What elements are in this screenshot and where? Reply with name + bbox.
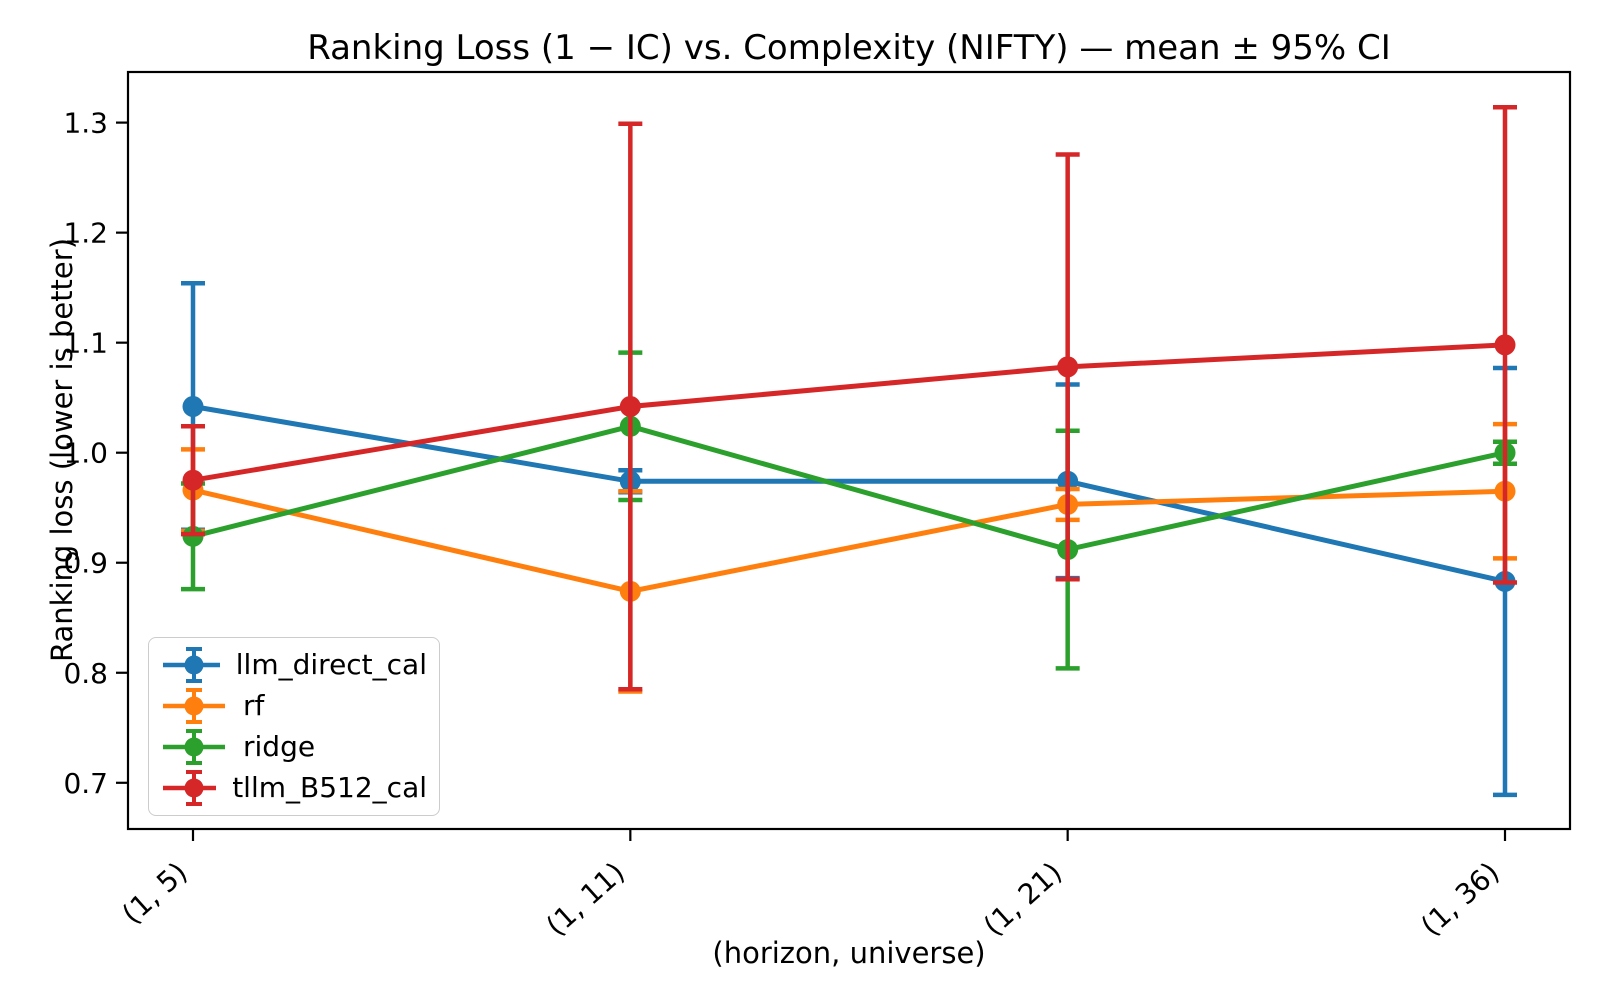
series-tllm_B512_cal <box>181 104 1517 692</box>
legend-label: rf <box>243 688 265 722</box>
legend-item-llm_direct_cal: llm_direct_cal <box>161 645 427 685</box>
y-axis-label: Ranking loss (lower is better) <box>45 237 79 663</box>
y-tick-label: 1.2 <box>63 217 108 250</box>
plot-frame <box>126 70 1572 831</box>
legend-errorbar-glyph <box>163 646 220 683</box>
x-tick-label: (1, 11) <box>540 856 631 943</box>
data-point <box>1494 334 1516 356</box>
data-point <box>182 395 204 417</box>
series-line <box>192 342 1506 483</box>
y-tick-label: 0.7 <box>63 767 108 800</box>
data-point <box>182 469 204 491</box>
legend-label: tllm_B512_cal <box>232 771 427 805</box>
legend-item-rf: rf <box>161 686 427 726</box>
series-line <box>192 423 1506 553</box>
legend-errorbar-glyph <box>163 770 217 807</box>
y-tick-label: 1.0 <box>63 437 108 470</box>
legend-item-tllm_B512_cal: tllm_B512_cal <box>161 768 427 808</box>
y-tick-label: 0.9 <box>63 547 108 580</box>
legend-errorbar-glyph <box>163 687 225 724</box>
legend-label: ridge <box>243 730 316 764</box>
y-tick-label: 1.3 <box>63 107 108 140</box>
series-ridge <box>181 350 1517 671</box>
data-point <box>619 395 641 417</box>
legend-errorbar-glyph <box>163 729 225 766</box>
series-line <box>192 487 1506 594</box>
x-tick-label: (1, 36) <box>1414 856 1505 943</box>
data-point <box>1057 356 1079 378</box>
x-tick-label: (1, 5) <box>116 856 194 931</box>
x-tick-label: (1, 21) <box>977 856 1068 943</box>
legend-label: llm_direct_cal <box>235 647 427 681</box>
y-tick-label: 0.8 <box>63 657 108 690</box>
x-axis-label: (horizon, universe) <box>712 936 986 970</box>
legend-item-ridge: ridge <box>161 727 427 767</box>
y-tick-label: 1.1 <box>63 327 108 360</box>
chart-title: Ranking Loss (1 − IC) vs. Complexity (NI… <box>307 28 1391 68</box>
